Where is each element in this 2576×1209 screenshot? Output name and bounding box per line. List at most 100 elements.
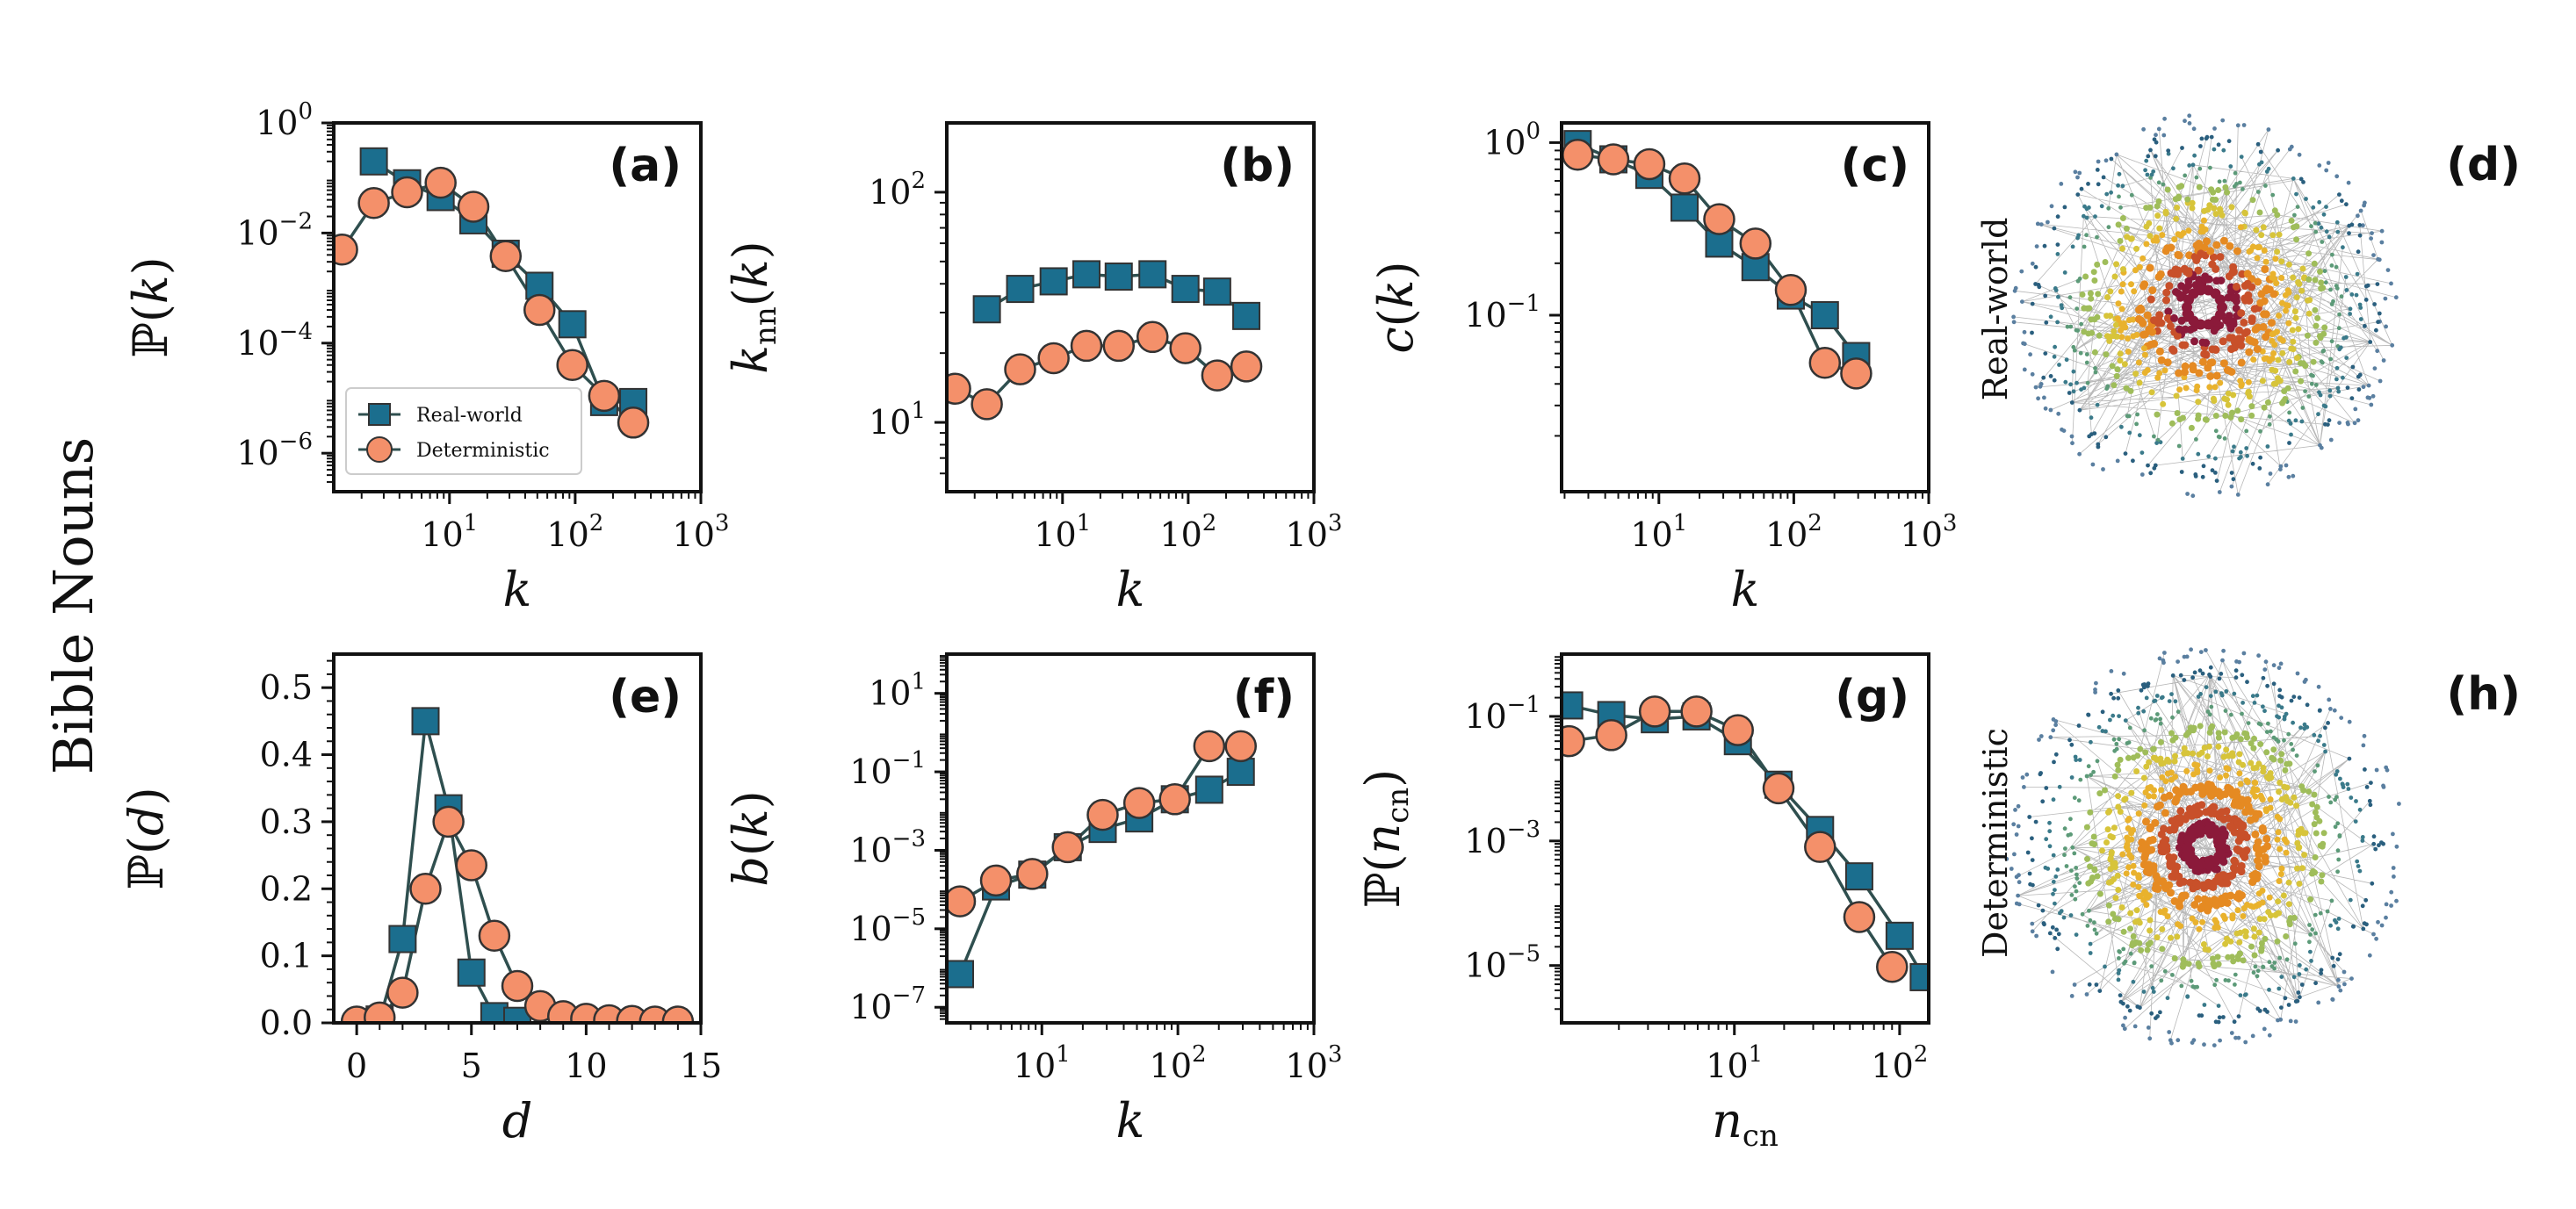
data-point-deterministic (1193, 730, 1226, 763)
network-node (2320, 240, 2325, 244)
network-node (2266, 721, 2270, 726)
network-node (2330, 997, 2335, 1002)
network-node (2055, 946, 2060, 952)
network-node (2312, 869, 2319, 876)
network-node (2111, 695, 2117, 701)
y-tick-label-f: 10−7 (849, 982, 926, 1026)
xlabel-c: k (1731, 562, 1760, 617)
network-node (2298, 963, 2302, 968)
network-node (2206, 358, 2215, 367)
network-node (2384, 324, 2389, 329)
network-node (2225, 401, 2232, 408)
network-node (2159, 978, 2164, 983)
network-node (2394, 844, 2399, 849)
network-node (2390, 342, 2395, 348)
network-node (2222, 178, 2227, 184)
network-node (2089, 840, 2096, 847)
network-hub-node (2215, 294, 2226, 306)
network-node (2141, 370, 2148, 376)
network-node (2374, 767, 2379, 773)
network-node (2293, 999, 2298, 1004)
network-node (2349, 292, 2355, 297)
network-node (2335, 869, 2341, 874)
network-node (2217, 1015, 2222, 1020)
network-node (2283, 933, 2290, 939)
network-node (2195, 399, 2202, 406)
network-node (2038, 222, 2044, 227)
network-node (2226, 324, 2235, 333)
network-node (2272, 961, 2277, 965)
network-node (2310, 927, 2315, 932)
network-node (2024, 772, 2030, 777)
network-node (2144, 695, 2149, 701)
network-node (2265, 285, 2274, 294)
network-node (2146, 1025, 2151, 1030)
x-tick-label-f: 103 (1286, 1041, 1343, 1085)
data-point-real-world (558, 310, 587, 339)
x-tick-label-b: 103 (1286, 510, 1343, 554)
network-node (2254, 323, 2262, 332)
network-node (2112, 748, 2118, 753)
network-node (2208, 694, 2213, 699)
network-node (2305, 310, 2313, 317)
axes-frame-b (945, 121, 1316, 493)
ylabel-c: c(k) (1368, 261, 1424, 353)
network-node (2237, 456, 2242, 461)
network-node (2260, 310, 2269, 319)
network-node (2136, 263, 2143, 270)
network-node (2213, 471, 2218, 475)
x-tick-label-b: 101 (1034, 510, 1091, 554)
network-node (2195, 415, 2202, 422)
data-point-deterministic (971, 388, 1003, 421)
network-node (2116, 977, 2121, 982)
network-node (2131, 979, 2136, 984)
network-node (2114, 315, 2121, 322)
network-node (2391, 831, 2395, 837)
network-node (2165, 282, 2174, 291)
network-node (2325, 909, 2330, 914)
network-node (2245, 680, 2249, 685)
network-node (2313, 383, 2319, 387)
network-node (2116, 695, 2121, 701)
network-node (2261, 404, 2268, 411)
network-node (2161, 367, 2168, 374)
network-node (2256, 209, 2263, 216)
data-point-deterministic (1668, 162, 1701, 195)
network-node (2212, 371, 2221, 380)
network-node (2271, 681, 2277, 687)
network-node (2141, 709, 2147, 714)
network-node (2265, 683, 2270, 688)
network-node (2143, 902, 2150, 908)
network-node (2384, 915, 2388, 920)
network-node (2093, 370, 2098, 375)
network-node (2030, 261, 2035, 266)
network-node (2123, 225, 2130, 232)
network-node (2094, 931, 2099, 936)
network-node (2258, 794, 2265, 801)
network-panel-h: Deterministic (h) (1976, 647, 2521, 1047)
network-node (2189, 978, 2194, 983)
network-node (2117, 238, 2124, 244)
network-node (2084, 992, 2089, 997)
network-node (2180, 146, 2184, 150)
network-node (2204, 896, 2213, 905)
network-node (2191, 1038, 2197, 1043)
network-node (2161, 182, 2166, 187)
network-node (2314, 314, 2321, 321)
network-node (2049, 204, 2054, 209)
network-node (2094, 313, 2101, 320)
network-node (2248, 412, 2255, 419)
network-node (2357, 807, 2363, 812)
network-node (2196, 451, 2201, 457)
network-node (2200, 474, 2205, 479)
network-node (2286, 358, 2293, 365)
network-node (2271, 207, 2278, 214)
network-node (2269, 754, 2276, 761)
network-node (2190, 675, 2196, 680)
data-point-deterministic (1562, 724, 1585, 758)
network-node (2174, 410, 2181, 416)
network-node (2102, 787, 2108, 794)
network-node (2191, 126, 2197, 132)
network-node (2095, 234, 2099, 240)
network-node (2312, 854, 2319, 860)
